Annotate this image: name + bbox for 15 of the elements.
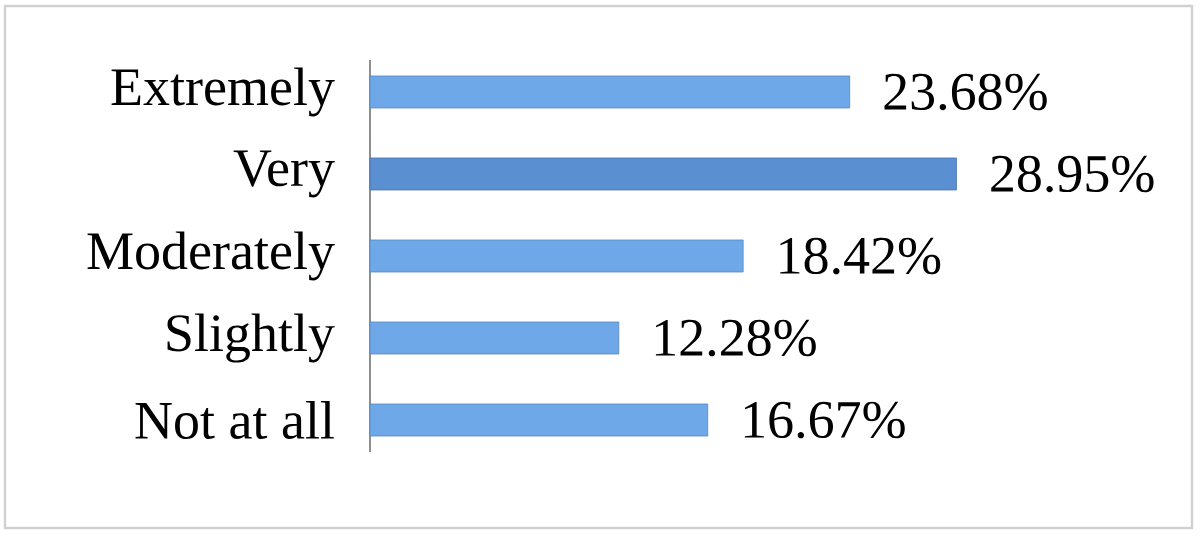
bar bbox=[369, 239, 744, 273]
y-tick-label: Not at all bbox=[135, 401, 334, 440]
data-label: 23.68% bbox=[884, 73, 1047, 111]
bar bbox=[369, 75, 851, 109]
bar bbox=[369, 157, 957, 191]
y-tick-label: Extremely bbox=[111, 67, 335, 117]
bar bbox=[369, 321, 620, 355]
bar bbox=[369, 403, 709, 437]
y-tick-label: Slightly bbox=[167, 313, 335, 363]
y-tick-label: Moderately bbox=[87, 231, 335, 281]
data-label: 16.67% bbox=[744, 401, 905, 439]
data-label: 12.28% bbox=[655, 319, 816, 357]
data-label: 18.42% bbox=[780, 237, 941, 275]
data-label: 28.95% bbox=[991, 155, 1154, 193]
y-tick-label: Very bbox=[233, 150, 335, 198]
